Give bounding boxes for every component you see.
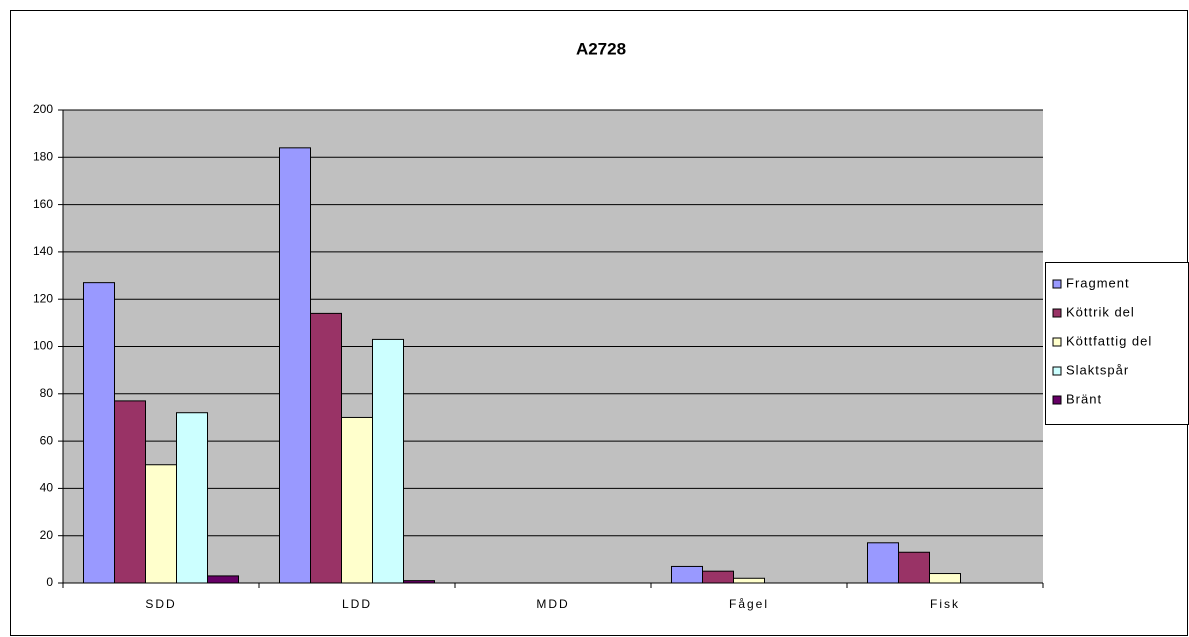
bar [372,338,404,584]
legend-label: Fragment [1066,275,1130,290]
y-tick-label: 40 [40,481,54,495]
bar [114,400,146,584]
legend-label: Köttfattig del [1066,333,1152,348]
legend-swatch [1052,337,1062,347]
bar [702,570,734,584]
y-tick-label: 60 [40,433,54,447]
y-tick-label: 120 [33,291,53,305]
y-tick-label: 200 [33,102,53,116]
bar [279,147,311,584]
bar [671,565,703,584]
legend-box [1045,262,1189,425]
x-tick-label: Fågel [729,597,769,611]
legend-swatch [1052,395,1062,405]
legend-swatch [1052,366,1062,376]
x-tick-label: LDD [342,597,372,611]
legend-swatch [1052,279,1062,289]
bar [929,573,961,584]
bar [310,312,342,584]
legend-label: Köttrik del [1066,304,1135,319]
bar [207,575,239,584]
bar [145,464,177,584]
bar [83,282,115,584]
legend-label: Slaktspår [1066,362,1129,377]
y-tick-label: 140 [33,244,53,258]
x-tick-label: Fisk [930,597,960,611]
bar [341,416,373,584]
bar [733,577,765,584]
x-tick-label: MDD [536,597,569,611]
chart-title: A2728 [576,39,626,58]
y-tick-label: 100 [33,339,53,353]
x-tick-label: SDD [145,597,176,611]
y-tick-label: 180 [33,149,53,163]
y-tick-label: 80 [40,386,54,400]
y-tick-label: 0 [46,575,53,589]
legend-label: Bränt [1066,391,1102,406]
legend-swatch [1052,308,1062,318]
bar [898,551,930,584]
y-tick-label: 160 [33,197,53,211]
bar [867,542,899,584]
y-tick-label: 20 [40,528,54,542]
bar [176,412,208,584]
